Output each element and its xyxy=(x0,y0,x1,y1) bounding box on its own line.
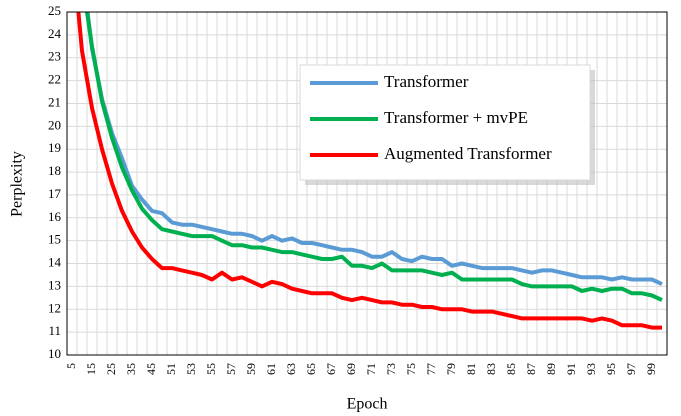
x-tick-label: 15 xyxy=(84,363,98,375)
x-tick-label: 69 xyxy=(344,363,358,375)
y-axis-label: Perplexity xyxy=(9,151,26,217)
x-tick-label: 71 xyxy=(364,363,378,375)
y-tick-label: 11 xyxy=(48,323,61,338)
y-tick-label: 14 xyxy=(48,255,62,270)
x-tick-label: 5 xyxy=(64,363,78,369)
x-tick-label: 65 xyxy=(304,363,318,375)
x-axis-label: Epoch xyxy=(347,396,388,413)
y-tick-label: 15 xyxy=(48,232,61,247)
x-tick-label: 67 xyxy=(324,363,338,375)
x-tick-label: 61 xyxy=(264,363,278,375)
x-tick-label: 57 xyxy=(224,363,238,375)
x-tick-label: 83 xyxy=(484,363,498,375)
legend: Transformer Transformer + mvPE Augmented T… xyxy=(299,64,595,185)
series-line xyxy=(76,12,662,330)
y-tick-label: 12 xyxy=(48,300,61,315)
y-tick-label: 25 xyxy=(48,3,61,18)
y-tick-label: 17 xyxy=(48,186,62,201)
y-tick-label: 10 xyxy=(48,346,61,361)
x-tick-label: 97 xyxy=(624,363,638,375)
x-tick-label: 51 xyxy=(164,363,178,375)
x-tick-label: 85 xyxy=(504,363,518,375)
series-line xyxy=(84,12,663,302)
legend-box xyxy=(299,64,591,181)
series-line xyxy=(85,12,663,286)
x-tick-label: 99 xyxy=(644,363,658,375)
x-tick-label: 95 xyxy=(604,363,618,375)
x-tick-label: 59 xyxy=(244,363,258,375)
x-tick-label: 73 xyxy=(384,363,398,375)
x-tick-label: 63 xyxy=(284,363,298,375)
y-tick-label: 23 xyxy=(48,49,61,64)
x-tick-label: 45 xyxy=(144,363,158,375)
y-tick-label: 22 xyxy=(48,72,61,87)
plot-lines xyxy=(76,12,663,330)
x-tick-label: 81 xyxy=(464,363,478,375)
y-tick-label: 18 xyxy=(48,163,61,178)
x-tick-label: 55 xyxy=(204,363,218,375)
x-tick-label: 75 xyxy=(404,363,418,375)
y-tick-label: 19 xyxy=(48,140,61,155)
x-tick-label: 91 xyxy=(564,363,578,375)
y-tick-label: 21 xyxy=(48,94,61,109)
x-tick-label: 53 xyxy=(184,363,198,375)
x-tick-label: 89 xyxy=(544,363,558,375)
y-tick-label: 20 xyxy=(48,117,61,132)
x-tick-label: 77 xyxy=(424,363,438,375)
y-tick-label: 24 xyxy=(48,26,62,41)
x-tick-label: 93 xyxy=(584,363,598,375)
x-tick-label: 87 xyxy=(524,363,538,375)
x-tick-label: 79 xyxy=(444,363,458,375)
legend-label: Transformer xyxy=(384,72,469,91)
plot-border xyxy=(66,11,668,356)
x-tick-label: 25 xyxy=(104,363,118,375)
legend-label: Augmented Transformer xyxy=(384,144,552,163)
legend-label: Transformer + mvPE xyxy=(384,108,528,127)
x-tick-label: 35 xyxy=(124,363,138,375)
y-tick-label: 16 xyxy=(48,209,62,224)
y-tick-label: 13 xyxy=(48,277,61,292)
